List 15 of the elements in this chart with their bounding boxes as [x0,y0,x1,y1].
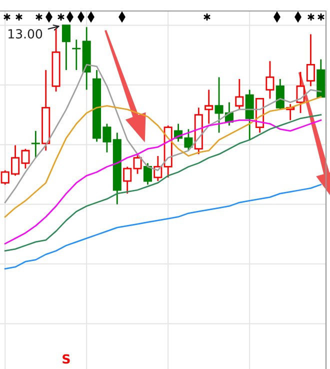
candlestick [235,78,244,110]
candlestick [133,154,142,175]
candlestick [306,34,315,87]
candlestick [245,89,254,141]
text: S [62,354,70,364]
candlestick [123,166,132,194]
candlestick [62,24,70,71]
candlestick [204,89,214,124]
candlestick [72,38,81,71]
candlestick [31,130,40,158]
candlestick [296,71,305,114]
annotation: 13.00 [8,29,42,39]
candlestick [266,60,274,100]
candlestick [143,162,152,186]
candlestick [276,78,284,110]
